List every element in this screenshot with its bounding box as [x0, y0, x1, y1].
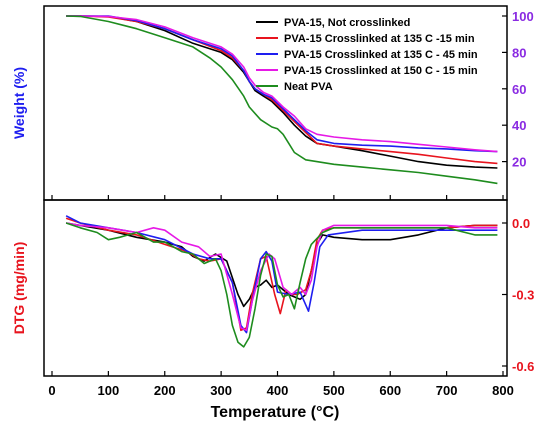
top-y-axis-title: Weight (%): [11, 67, 27, 139]
bottom-y-axis-title: DTG (mg/min): [11, 242, 27, 335]
x-tick-label: 100: [98, 383, 120, 398]
x-tick-label: 200: [154, 383, 176, 398]
top-series-line-4: [66, 15, 498, 153]
x-axis-ticks: 0 100 200 300 400 500 600 700 800: [48, 195, 514, 398]
bottom-y-tick-label: 0.0: [512, 216, 530, 231]
top-y-axis-ticks: 20 40 60 80 100: [502, 9, 534, 170]
x-tick-label: 800: [492, 383, 514, 398]
legend-label-2: PVA-15 Crosslinked at 135 C -15 min: [284, 33, 475, 45]
top-series-line-3: [66, 15, 498, 153]
top-series-group: [66, 15, 498, 185]
bottom-panel-frame: [43, 199, 508, 377]
top-series-line-5: [66, 15, 498, 185]
legend-label-5: Neat PVA: [284, 81, 333, 93]
x-tick-label: 700: [436, 383, 458, 398]
top-y-tick-label: 80: [512, 45, 526, 60]
bottom-y-tick-label: -0.6: [512, 359, 534, 374]
bottom-series-line-4: [65, 222, 498, 332]
legend: PVA-15, Not crosslinked PVA-15 Crosslinke…: [256, 17, 478, 93]
top-y-tick-label: 60: [512, 82, 526, 97]
x-tick-label: 600: [379, 383, 401, 398]
top-y-tick-label: 100: [512, 9, 534, 24]
x-axis-title: Temperature (°C): [211, 404, 340, 421]
top-y-tick-label: 40: [512, 118, 526, 133]
x-tick-label: 500: [323, 383, 345, 398]
top-series-line-1: [66, 15, 498, 169]
x-tick-label: 300: [210, 383, 232, 398]
legend-label-3: PVA-15 Crosslinked at 135 C - 45 min: [284, 49, 478, 61]
bottom-series-line-5: [65, 222, 498, 348]
x-tick-label: 400: [267, 383, 289, 398]
x-tick-label: 0: [48, 383, 55, 398]
legend-label-1: PVA-15, Not crosslinked: [284, 17, 410, 29]
bottom-y-axis-ticks: 0.0 -0.3 -0.6: [502, 216, 534, 374]
top-y-tick-label: 20: [512, 155, 526, 170]
bottom-series-line-3: [65, 215, 498, 334]
bottom-series-group: [65, 215, 498, 348]
bottom-y-tick-label: -0.3: [512, 288, 534, 303]
legend-label-4: PVA-15 Crosslinked at 150 C - 15 min: [284, 65, 478, 77]
